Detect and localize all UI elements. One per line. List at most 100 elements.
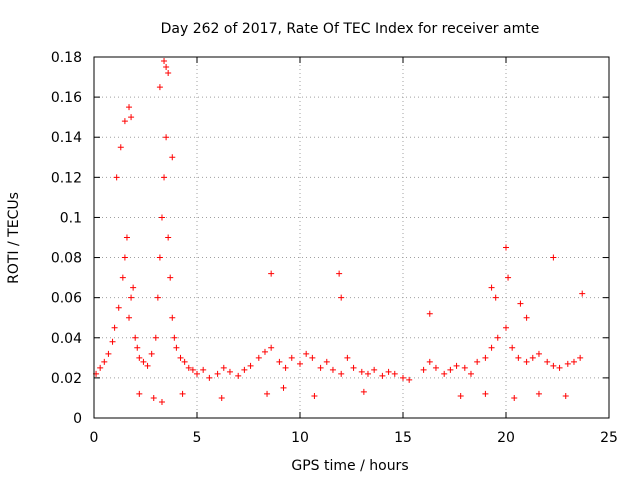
data-point [169,154,176,161]
data-point [177,354,184,361]
y-axis-label: ROTI / TECUs [6,192,22,284]
data-point [371,366,378,373]
data-point [288,354,295,361]
data-point [206,374,213,381]
y-tick-label: 0.12 [51,170,82,186]
data-point [426,310,433,317]
x-tick-label: 5 [193,430,202,446]
data-point [488,284,495,291]
data-point [426,358,433,365]
x-tick-label: 10 [291,430,309,446]
data-point [126,104,133,111]
chart-title: Day 262 of 2017, Rate Of TEC Index for r… [161,21,540,37]
data-point [441,370,448,377]
data-point [303,350,310,357]
data-point [420,366,427,373]
data-point [226,368,233,375]
data-point [379,372,386,379]
data-point [152,334,159,341]
x-tick-label: 20 [497,430,515,446]
data-point [117,144,124,151]
data-point [391,370,398,377]
data-point [255,354,262,361]
data-point [109,338,116,345]
data-point [140,358,147,365]
plot-frame [93,56,610,419]
y-tick-label: 0.08 [51,251,82,267]
data-point [550,362,557,369]
data-point [128,294,135,301]
y-tick-label: 0.16 [51,90,82,106]
data-point [121,118,128,125]
x-tick-label: 15 [394,430,412,446]
data-point [505,274,512,281]
data-point [115,304,122,311]
y-tick-label: 0.04 [51,331,82,347]
data-point [364,370,371,377]
data-point [235,372,242,379]
data-point [494,334,501,341]
y-tick-label: 0 [73,411,82,427]
x-tick-labels: 0 5 10 15 20 25 [90,430,618,446]
data-point [400,374,406,381]
data-point [181,358,188,365]
data-point [136,390,143,397]
data-point [179,390,186,397]
y-tick-label: 0.14 [51,130,82,146]
data-point [132,334,139,341]
data-point [503,244,509,251]
data-point [247,362,254,369]
data-point [329,366,336,373]
data-point [570,358,577,365]
y-tick-label: 0.02 [51,371,82,387]
data-point [562,392,569,399]
data-point [218,394,225,401]
data-point [535,390,542,397]
data-point [148,350,155,357]
data-point [214,370,221,377]
data-point [579,290,586,297]
data-point [128,114,135,121]
data-point [311,392,318,399]
data-point [447,366,454,373]
data-point [523,314,530,321]
data-point [105,350,112,357]
data-point [297,360,303,367]
data-point [544,358,551,365]
data-point [126,314,133,321]
data-point [123,234,130,241]
data-point [169,314,176,321]
data-point [358,368,365,375]
x-axis-label: GPS time / hours [291,458,408,474]
data-point [161,174,168,181]
data-point [317,364,324,371]
data-point [156,254,163,261]
data-point [111,324,118,331]
data-point [136,354,143,361]
data-point [453,362,460,369]
data-point [158,214,165,221]
axis-ticks [93,56,610,419]
data-point [406,376,413,383]
data-point [161,58,168,65]
data-point [171,334,178,341]
data-point [268,344,275,351]
data-point [336,270,343,277]
data-point [101,358,108,365]
y-tick-labels: 0 0.02 0.04 0.06 0.08 0.1 0.12 0.14 0.16 0.18 [51,50,82,427]
data-point [173,344,180,351]
data-point [119,274,126,281]
y-tick-label: 0.06 [51,291,82,307]
data-point [515,354,522,361]
data-point [185,364,192,371]
data-point [461,364,468,371]
data-point [280,384,287,391]
data-point [474,358,481,365]
data-point [200,366,207,373]
data-point [261,348,268,355]
data-point [220,364,227,371]
data-point [134,344,141,351]
data-point [385,368,392,375]
data-point [360,388,367,395]
data-point [276,358,283,365]
